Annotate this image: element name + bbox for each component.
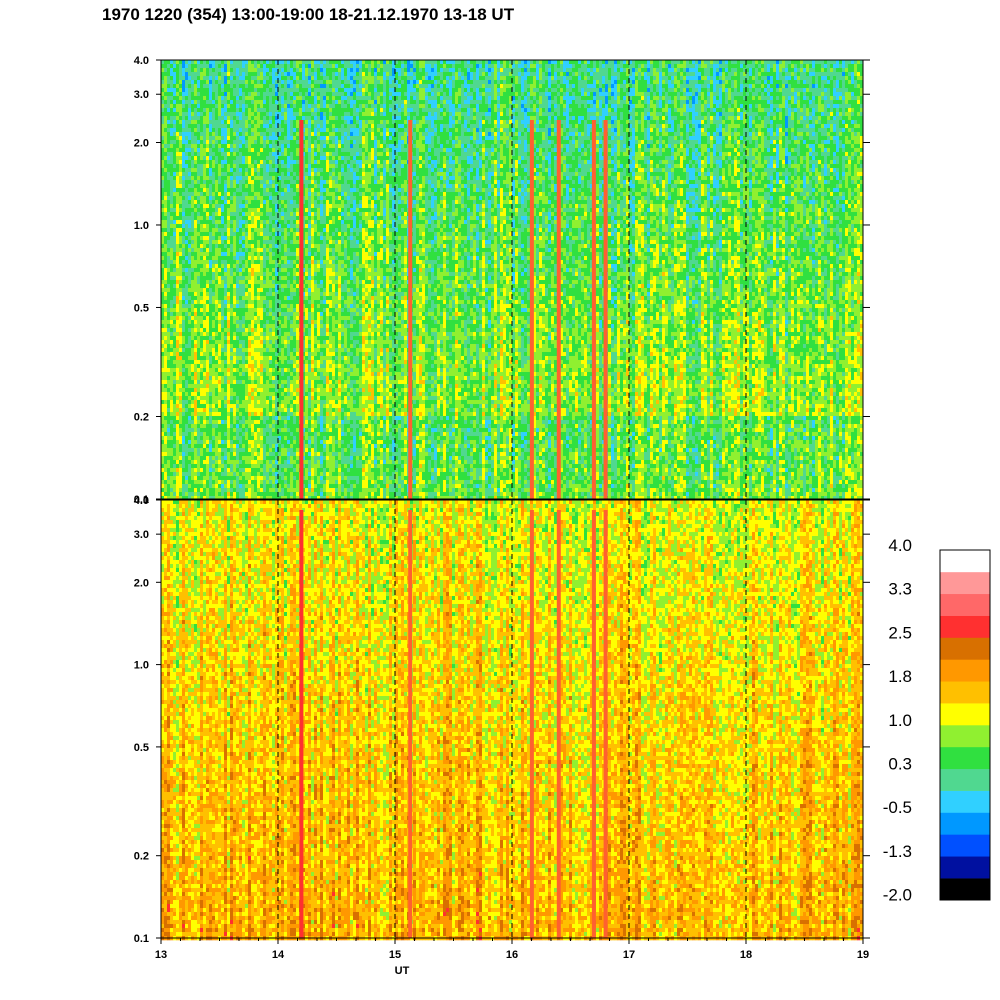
y-tick-label: 0.5 xyxy=(134,742,149,754)
bright-streak xyxy=(408,120,412,499)
colorbar-swatch xyxy=(940,725,990,747)
y-tick-label: 0.5 xyxy=(134,302,149,314)
bright-streak xyxy=(557,120,561,499)
bright-streak xyxy=(408,510,412,938)
bright-streak xyxy=(530,120,534,499)
colorbar-label: -1.3 xyxy=(883,842,912,861)
colorbar-label: 3.3 xyxy=(888,580,912,599)
lower-spectrogram-panel: 0.1 0.2 0.5 1.0 2.0 3.0 4.0 xyxy=(134,495,870,945)
colorbar-label: -0.5 xyxy=(883,798,912,817)
colorbar-swatch xyxy=(940,616,990,638)
bright-streak xyxy=(299,120,303,499)
colorbar-swatch xyxy=(940,834,990,856)
y-tick-label: 4.0 xyxy=(134,55,149,67)
colorbar-swatch xyxy=(940,791,990,813)
colorbar-swatch xyxy=(940,638,990,660)
y-tick-label: 0.1 xyxy=(134,933,149,945)
x-tick-label: 19 xyxy=(857,949,869,961)
bright-streak xyxy=(592,510,596,938)
y-tick-label: 0.2 xyxy=(134,851,149,863)
colorbar-swatch xyxy=(940,594,990,616)
bright-streak xyxy=(557,510,561,938)
colorbar-label: -2.0 xyxy=(883,886,912,905)
y-tick-label: 2.0 xyxy=(134,577,149,589)
colorbar-label: 1.0 xyxy=(888,711,912,730)
bright-streak xyxy=(299,510,303,938)
y-tick-label: 0.2 xyxy=(134,412,149,424)
colorbar-label: 1.8 xyxy=(888,667,912,686)
colorbar-label: 4.0 xyxy=(888,536,912,555)
x-tick-label: 15 xyxy=(389,949,401,961)
colorbar-swatch xyxy=(940,659,990,681)
colorbar-swatch xyxy=(940,550,990,572)
colorbar-swatch xyxy=(940,769,990,791)
y-tick-label: 4.0 xyxy=(134,495,149,507)
colorbar-swatch xyxy=(940,681,990,703)
upper-spectrogram-panel: 0.10.20.51.02.03.04.0 xyxy=(134,55,870,506)
bright-streak xyxy=(604,510,608,938)
colorbar-label: 0.3 xyxy=(888,755,912,774)
colorbar-label: 2.5 xyxy=(888,623,912,642)
y-tick-label: 1.0 xyxy=(134,220,149,232)
colorbar-swatch xyxy=(940,878,990,900)
y-tick-label: 3.0 xyxy=(134,529,149,541)
bright-streak xyxy=(592,120,596,499)
colorbar-legend: 4.0 3.3 2.5 1.8 1.0 0.3 -0.5 -1.3 -2.0 xyxy=(883,536,990,905)
x-axis-label: UT xyxy=(395,965,410,977)
x-tick-label: 16 xyxy=(506,949,518,961)
colorbar-swatch xyxy=(940,856,990,878)
x-tick-label: 18 xyxy=(740,949,752,961)
y-tick-label: 3.0 xyxy=(134,89,149,101)
x-tick-label: 13 xyxy=(155,949,167,961)
x-axis: 13 14 15 16 17 18 19 UT xyxy=(155,938,869,977)
x-tick-label: 14 xyxy=(272,949,285,961)
bright-streak xyxy=(604,120,608,499)
x-tick-label: 17 xyxy=(623,949,635,961)
y-tick-label: 2.0 xyxy=(134,137,149,149)
bright-streak xyxy=(530,510,534,938)
colorbar-swatch xyxy=(940,813,990,835)
colorbar-swatch xyxy=(940,747,990,769)
y-tick-label: 1.0 xyxy=(134,660,149,672)
colorbar-swatch xyxy=(940,572,990,594)
colorbar-swatch xyxy=(940,703,990,725)
